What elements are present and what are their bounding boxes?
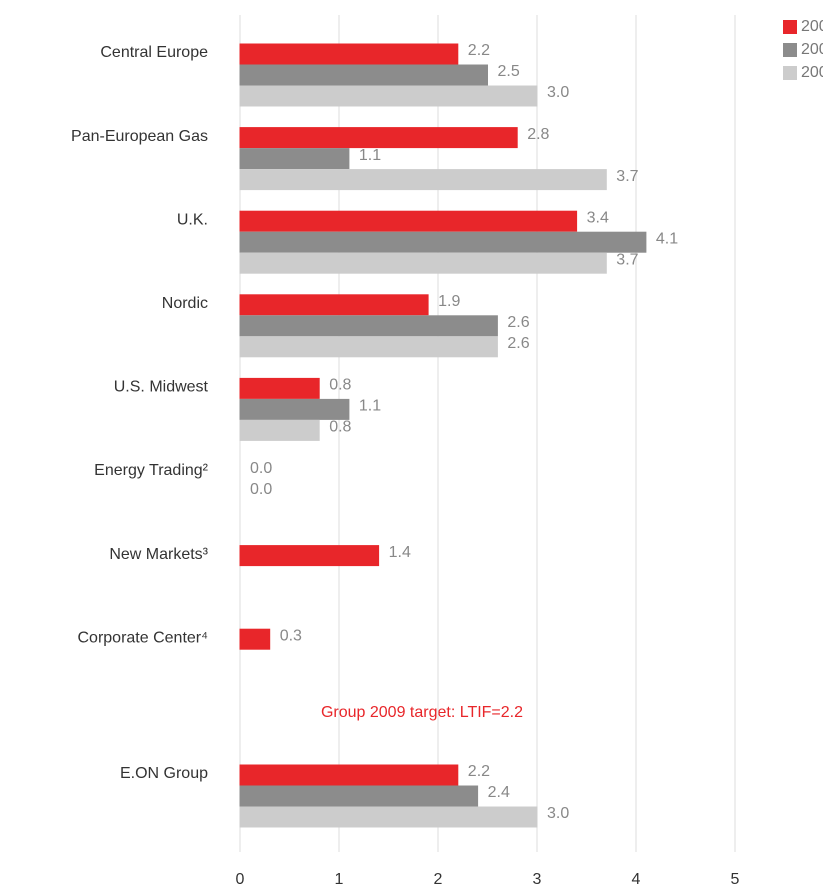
value-label: 0.8 [329,419,351,436]
bar [239,628,271,650]
bar [239,336,498,358]
legend-swatch [783,43,797,57]
category-label: U.K. [177,211,208,228]
category-label: Energy Trading² [94,462,209,479]
value-label: 2.8 [527,126,549,143]
category-label: Central Europe [100,44,208,61]
value-label: 2.6 [507,335,529,352]
x-tick-label: 0 [236,871,245,888]
value-label: 2.6 [507,314,529,331]
legend-label: 2007 [801,64,823,81]
legend-label: 2009 [801,18,823,35]
bar [239,64,488,86]
category-label: New Markets³ [109,546,208,563]
x-tick-label: 2 [434,871,443,888]
value-label: 0.0 [250,481,272,498]
value-label: 1.1 [359,398,381,415]
bar [239,252,607,274]
bar [239,315,498,337]
value-label: 0.0 [250,460,272,477]
value-label: 4.1 [656,230,678,247]
x-tick-label: 1 [335,871,344,888]
bar [239,398,350,420]
bar [239,419,320,441]
category-label: E.ON Group [120,765,208,782]
bar [239,169,607,191]
value-label: 3.0 [547,805,569,822]
x-tick-label: 3 [533,871,542,888]
bar [239,43,459,65]
bar [239,764,459,786]
value-label: 3.4 [587,209,609,226]
category-label: Nordic [162,295,208,312]
bar [239,127,518,149]
value-label: 0.8 [329,377,351,394]
value-label: 2.5 [498,63,520,80]
x-tick-label: 4 [632,871,641,888]
annotation: Group 2009 target: LTIF=2.2 [321,704,523,721]
bar [239,210,578,232]
category-label: Pan-European Gas [71,128,208,145]
value-label: 3.7 [616,168,638,185]
bar [239,85,538,107]
legend-swatch [783,20,797,34]
x-tick-label: 5 [731,871,740,888]
bar [239,545,380,567]
value-label: 1.4 [389,544,411,561]
value-label: 2.2 [468,763,490,780]
category-label: Corporate Center⁴ [78,629,209,646]
value-label: 1.1 [359,147,381,164]
legend-label: 2008 [801,41,823,58]
value-label: 1.9 [438,293,460,310]
value-label: 3.7 [616,251,638,268]
legend-swatch [783,66,797,80]
category-label: U.S. Midwest [114,379,209,396]
bar [239,148,350,170]
value-label: 2.4 [488,784,510,801]
bar [239,377,320,399]
bar [239,806,538,828]
bar [239,294,429,316]
value-label: 2.2 [468,42,490,59]
bar [239,231,647,253]
value-label: 0.3 [280,627,302,644]
bar [239,785,479,807]
value-label: 3.0 [547,84,569,101]
